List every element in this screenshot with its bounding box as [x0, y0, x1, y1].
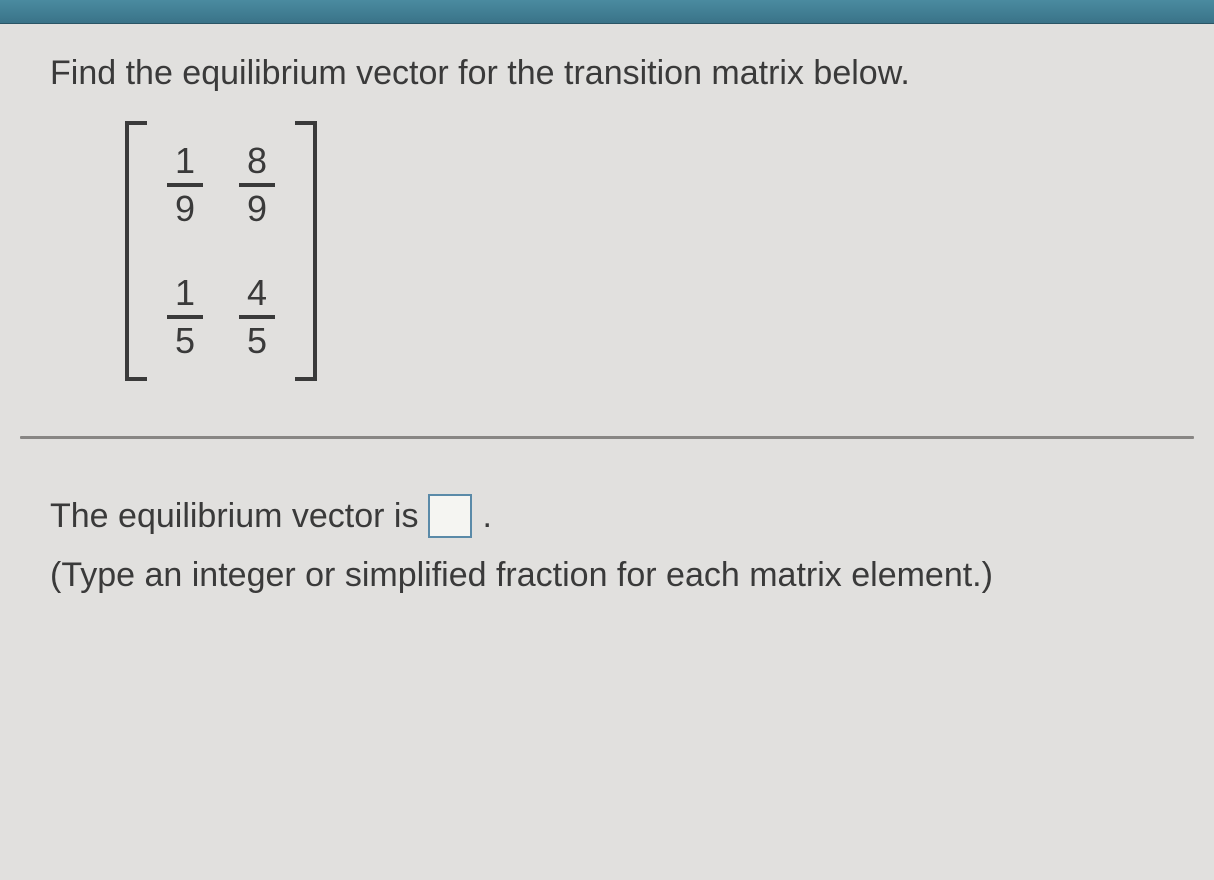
fraction-denominator: 9: [247, 187, 267, 231]
matrix-cell-0-1: 8 9: [235, 139, 279, 231]
matrix-body: 1 9 8 9 1 5: [143, 121, 299, 381]
matrix-cell-1-0: 1 5: [163, 271, 207, 363]
fraction-numerator: 1: [175, 271, 195, 315]
fraction-numerator: 8: [247, 139, 267, 183]
section-divider: [20, 436, 1194, 439]
matrix-left-bracket: [125, 121, 143, 381]
matrix-right-bracket: [299, 121, 317, 381]
matrix-cell-1-1: 4 5: [235, 271, 279, 363]
answer-input[interactable]: [428, 494, 472, 538]
fraction-denominator: 5: [247, 319, 267, 363]
matrix-row-1: 1 5 4 5: [163, 271, 279, 363]
answer-hint: (Type an integer or simplified fraction …: [50, 556, 1164, 595]
fraction-numerator: 4: [247, 271, 267, 315]
question-panel: Find the equilibrium vector for the tran…: [0, 24, 1214, 880]
answer-label-prefix: The equilibrium vector is: [50, 497, 418, 536]
question-prompt: Find the equilibrium vector for the tran…: [50, 54, 1164, 93]
window-header-bar: [0, 0, 1214, 24]
answer-prompt-line: The equilibrium vector is .: [50, 494, 1164, 538]
fraction-denominator: 5: [175, 319, 195, 363]
matrix-row-0: 1 9 8 9: [163, 139, 279, 231]
matrix-display: 1 9 8 9 1 5: [125, 121, 1164, 381]
transition-matrix: 1 9 8 9 1 5: [125, 121, 317, 381]
fraction-denominator: 9: [175, 187, 195, 231]
matrix-cell-0-0: 1 9: [163, 139, 207, 231]
fraction-numerator: 1: [175, 139, 195, 183]
answer-label-suffix: .: [482, 497, 491, 536]
